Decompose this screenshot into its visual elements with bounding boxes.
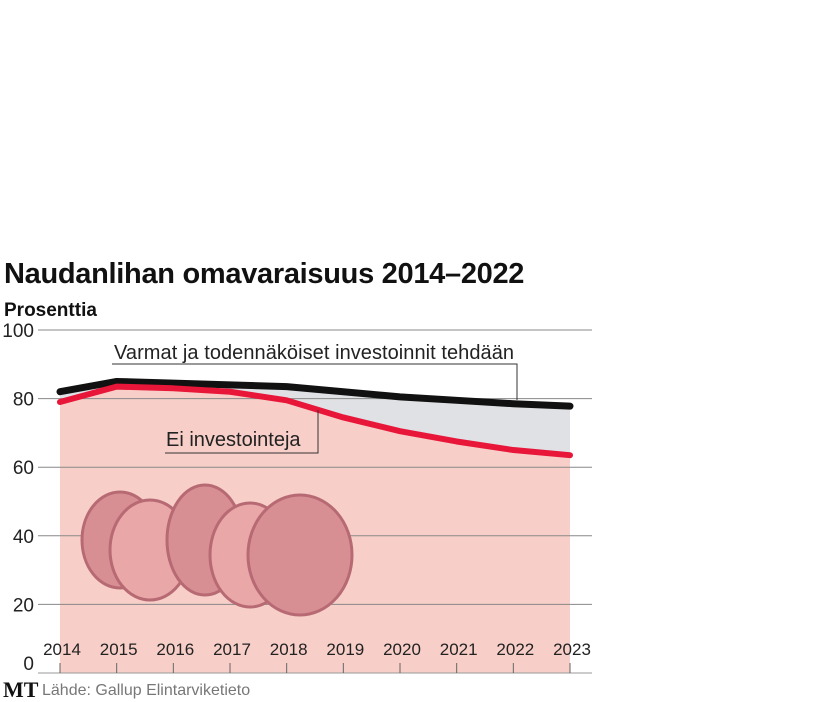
leader-no-invest (165, 410, 319, 454)
series-line-no-invest (57, 383, 573, 459)
y-axis-label: Prosenttia (4, 300, 97, 321)
meat-slice-icon (246, 493, 354, 617)
y-tick-label: 0 (23, 654, 34, 675)
y-tick-label: 40 (13, 527, 34, 548)
x-tick-label: 2016 (156, 640, 194, 659)
leader-invest (112, 363, 518, 400)
y-tick-label: 20 (13, 595, 34, 616)
y-tick-label: 100 (2, 321, 34, 342)
y-tick-label: 80 (13, 390, 34, 411)
legend-label-invest: Varmat ja todennäköiset investoinnit teh… (114, 342, 514, 364)
x-tick-label: 2023 (553, 640, 591, 659)
x-tick-label: 2021 (440, 640, 478, 659)
source-note: Lähde: Gallup Elintarviketieto (42, 682, 251, 699)
x-tick-label: 2017 (213, 640, 251, 659)
x-tick-label: 2019 (326, 640, 364, 659)
chart-title: Naudanlihan omavaraisuus 2014–2022 (4, 258, 525, 290)
x-tick-label: 2014 (43, 640, 81, 659)
x-tick-label: 2018 (270, 640, 308, 659)
y-tick-label: 60 (13, 458, 34, 479)
series-line-invest (56, 377, 574, 410)
legend-label-no-invest: Ei investointeja (166, 429, 301, 451)
x-tick-label: 2015 (100, 640, 138, 659)
x-tick-label: 2020 (383, 640, 421, 659)
x-tick-label: 2022 (496, 640, 534, 659)
mt-logo: MT (3, 677, 39, 702)
